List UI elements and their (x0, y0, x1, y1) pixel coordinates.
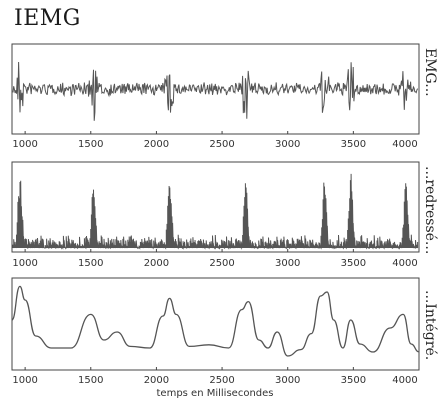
integrated-emg-trace (11, 285, 420, 357)
x-ticks-raw-emg: 1000 1500 2000 2500 3000 3500 4000 (12, 131, 420, 150)
panel-frame-raw-emg (11, 43, 420, 135)
x-tick-label: 3000 (275, 375, 300, 386)
x-tick-label: 2000 (144, 375, 169, 386)
x-tick-label: 1000 (12, 139, 37, 150)
x-tick-label: 1000 (12, 258, 37, 269)
x-tick-label: 4000 (392, 375, 417, 386)
panel-frame-rectified-emg (11, 161, 420, 253)
panel-rectified-emg: 1000 1500 2000 2500 3000 3500 4000 ...redressé… (11, 161, 438, 269)
x-tick-label: 4000 (392, 258, 417, 269)
x-tick-label: 2500 (209, 139, 234, 150)
x-tick-label: 3500 (341, 258, 366, 269)
panel-integrated-emg: 1000 1500 2000 2500 3000 3500 4000 ...Intégré.… (11, 277, 438, 399)
x-tick-label: 1500 (78, 258, 103, 269)
x-tick-label: 1000 (12, 375, 37, 386)
raw-emg-trace (12, 61, 419, 121)
x-ticks-rectified-emg: 1000 1500 2000 2500 3000 3500 4000 (12, 249, 420, 269)
x-tick-label: 2000 (144, 139, 169, 150)
panel-raw-emg: 1000 1500 2000 2500 3000 3500 4000 EMG... (11, 43, 438, 150)
x-tick-label: 1500 (78, 375, 103, 386)
panel-label-raw-emg: EMG... (422, 48, 438, 97)
panel-label-integrated-emg: ...Intégré. (422, 290, 438, 360)
x-tick-label: 4000 (392, 139, 417, 150)
x-tick-label: 3000 (275, 258, 300, 269)
page-title: IEMG (14, 6, 81, 31)
x-tick-label: 2500 (209, 258, 234, 269)
x-tick-label: 3500 (341, 375, 366, 386)
x-tick-label: 1500 (78, 139, 103, 150)
x-tick-label: 2500 (209, 375, 234, 386)
x-tick-label: 3500 (341, 139, 366, 150)
panel-label-rectified-emg: ...redressé... (422, 166, 438, 254)
panel-frame-integrated-emg (11, 277, 420, 371)
x-tick-label: 2000 (144, 258, 169, 269)
x-tick-label: 3000 (275, 139, 300, 150)
x-axis-label: temps en Millisecondes (157, 388, 274, 399)
x-ticks-integrated-emg: 1000 1500 2000 2500 3000 3500 4000 (12, 367, 420, 386)
rectified-emg-trace (12, 173, 419, 250)
